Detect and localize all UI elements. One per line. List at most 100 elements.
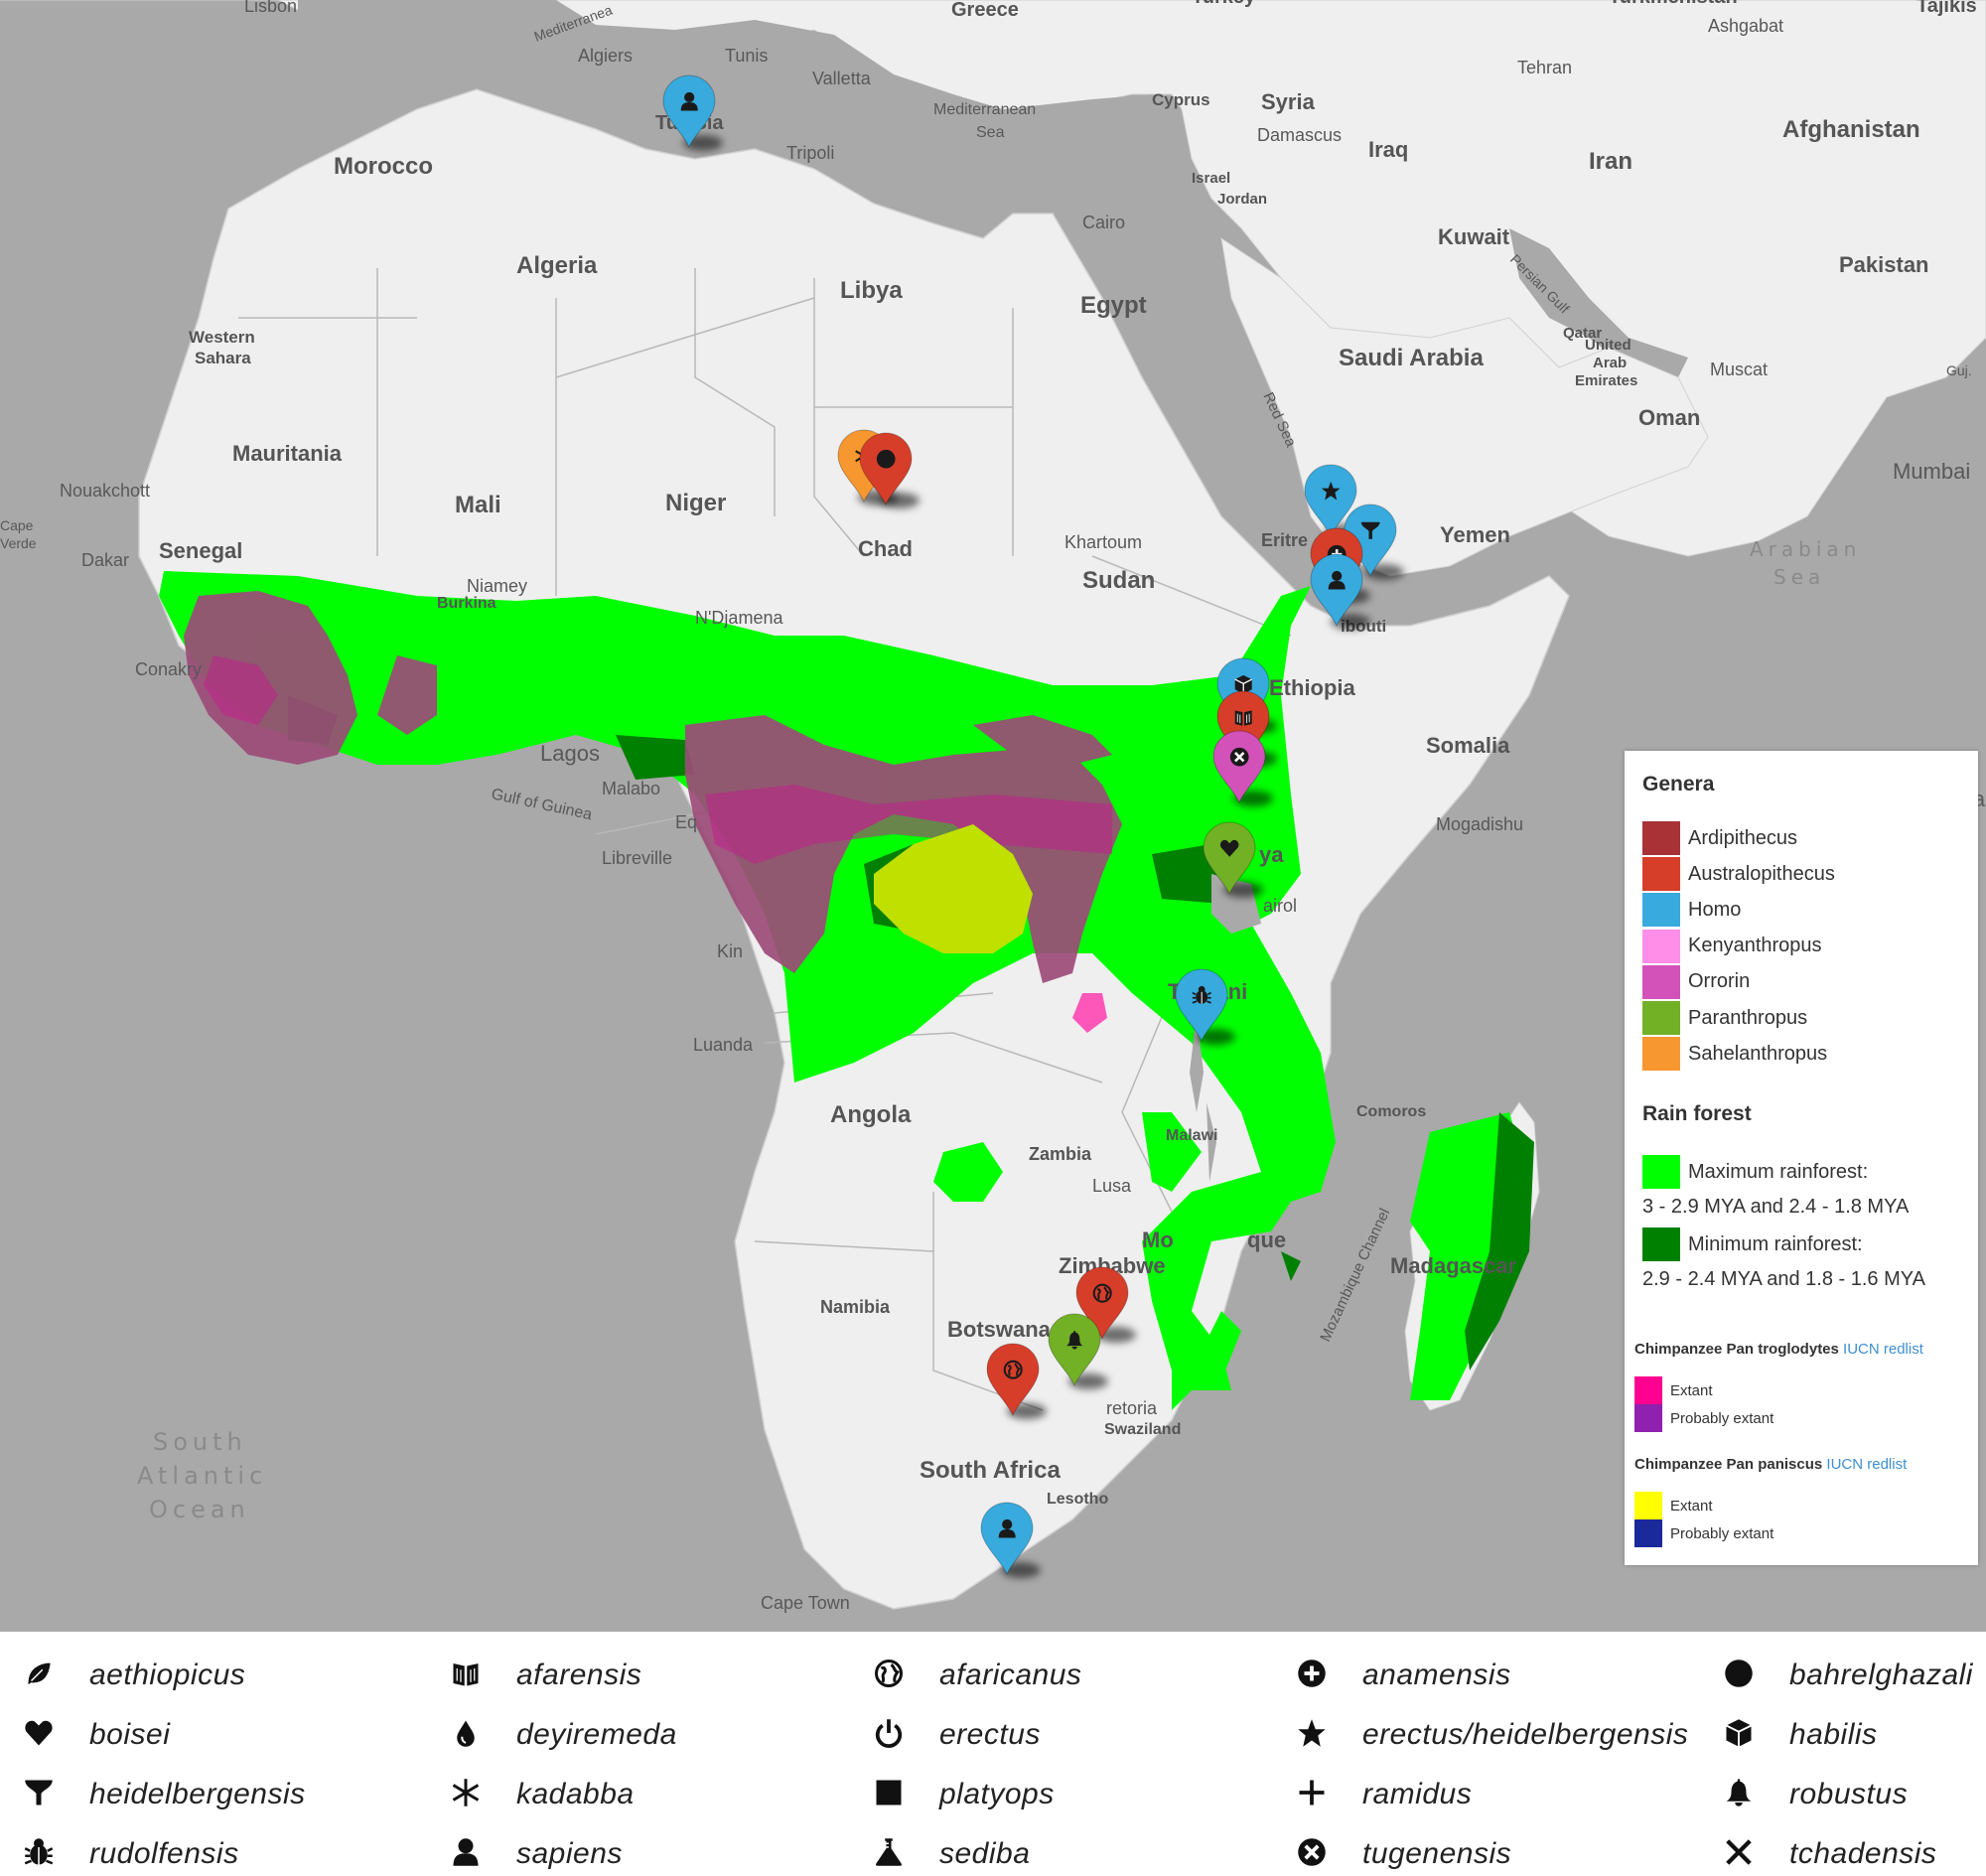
map-canvas[interactable]: Lisbon Greece Turkey Turkmenistan Tajiki… — [0, 0, 1986, 1632]
svg-text:Iraq: Iraq — [1368, 137, 1408, 162]
chimp-troglodytes-probably-swatch — [1634, 1404, 1662, 1432]
svg-text:Guj.: Guj. — [1946, 362, 1972, 378]
chimp-troglodytes-range — [184, 591, 1122, 983]
chimp-paniscus-redlist-link[interactable]: IUCN redlist — [1826, 1456, 1908, 1473]
site-marker-homo[interactable] — [980, 1502, 1041, 1578]
site-marker-homo[interactable] — [1310, 553, 1370, 630]
species-label: erectus/heidelbergensis — [1362, 1718, 1689, 1751]
genus-swatch — [1642, 1001, 1680, 1035]
site-marker-homo[interactable] — [662, 74, 723, 151]
svg-text:Mali: Mali — [455, 492, 501, 518]
marker-layer[interactable] — [662, 74, 1404, 1578]
genus-legend-kenyanthropus: Kenyanthropus — [1642, 928, 1822, 965]
svg-text:Namibia: Namibia — [820, 1297, 891, 1317]
species-label: afarensis — [516, 1659, 642, 1691]
svg-text:Zambia: Zambia — [1029, 1144, 1092, 1164]
chimp-paniscus-probably-legend: Probably extant — [1634, 1519, 1773, 1547]
genus-label: Australopithecus — [1688, 862, 1835, 885]
chimp-troglodytes-title-text: Chimpanzee Pan troglodytes — [1634, 1341, 1839, 1358]
svg-text:Syria: Syria — [1261, 89, 1316, 114]
rainforest-max-region — [1142, 1112, 1202, 1192]
star-icon — [1321, 481, 1341, 501]
species-label: habilis — [1789, 1718, 1878, 1751]
svg-text:Botswana: Botswana — [947, 1317, 1052, 1342]
svg-text:Chad: Chad — [858, 536, 913, 561]
svg-text:Madagascar: Madagascar — [1390, 1253, 1517, 1278]
genus-swatch — [1642, 929, 1680, 963]
genus-label: Paranthropus — [1688, 1006, 1808, 1029]
svg-text:Mogadishu: Mogadishu — [1436, 814, 1523, 834]
site-marker-homo[interactable] — [1175, 968, 1235, 1045]
svg-text:Sea: Sea — [976, 124, 1005, 141]
svg-text:Cyprus: Cyprus — [1152, 90, 1210, 109]
species-key-item: sapiens — [451, 1832, 623, 1876]
globe-icon — [1092, 1283, 1112, 1303]
species-label: robustus — [1789, 1778, 1909, 1810]
kenyanthropus-spot — [1072, 993, 1107, 1033]
heart-icon — [1219, 839, 1239, 857]
chimp-troglodytes-extant-swatch — [1634, 1376, 1662, 1404]
species-key-item: erectus — [874, 1713, 1041, 1757]
species-label: boisei — [89, 1718, 171, 1751]
book-icon — [451, 1659, 485, 1692]
svg-text:que: que — [1247, 1227, 1286, 1252]
svg-text:Cape Town: Cape Town — [761, 1593, 850, 1613]
species-key-item: habilis — [1724, 1713, 1878, 1757]
svg-text:Damascus: Damascus — [1257, 125, 1342, 145]
site-marker-paranthropus[interactable] — [1048, 1313, 1108, 1389]
times-icon — [1724, 1837, 1758, 1871]
heart-icon — [24, 1718, 58, 1752]
site-marker-paranthropus[interactable] — [1203, 821, 1263, 898]
site-marker-australopithecus[interactable] — [986, 1343, 1047, 1419]
site-marker-australopithecus[interactable] — [1075, 1266, 1136, 1343]
species-label: aethiopicus — [89, 1659, 246, 1691]
site-marker-homo[interactable] — [1344, 504, 1404, 580]
species-key-item: afaricanus — [874, 1654, 1081, 1697]
times-circle-icon — [1229, 747, 1249, 767]
svg-text:Conakry: Conakry — [135, 659, 202, 679]
svg-text:Libreville: Libreville — [602, 848, 672, 868]
svg-text:Turkmenistan: Turkmenistan — [1609, 0, 1738, 8]
svg-text:Mo: Mo — [1142, 1227, 1174, 1252]
map-view[interactable]: Lisbon Greece Turkey Turkmenistan Tajiki… — [0, 0, 1986, 1632]
genus-legend-homo: Homo — [1642, 891, 1741, 929]
svg-text:Comoros: Comoros — [1356, 1103, 1426, 1120]
svg-text:Mozambique Channel: Mozambique Channel — [1317, 1206, 1393, 1344]
circle-icon — [876, 449, 896, 469]
genus-legend-ardipithecus: Ardipithecus — [1642, 819, 1797, 857]
svg-text:Turkey: Turkey — [1192, 0, 1256, 8]
bug-icon — [24, 1837, 58, 1871]
svg-text:Jordan: Jordan — [1217, 191, 1267, 208]
species-key-item: anamensis — [1297, 1654, 1511, 1697]
site-marker-orrorin[interactable] — [1212, 730, 1273, 806]
species-label: ramidus — [1362, 1778, 1473, 1810]
species-label: deyiremeda — [516, 1718, 677, 1751]
chimp-troglodytes-redlist-link[interactable]: IUCN redlist — [1843, 1341, 1923, 1358]
site-marker-australopithecus[interactable] — [859, 432, 920, 508]
svg-text:Tajikis: Tajikis — [1916, 0, 1977, 17]
filter-icon — [1360, 521, 1380, 539]
genus-swatch — [1642, 821, 1680, 855]
svg-text:Morocco: Morocco — [334, 153, 433, 180]
species-label: rudolfensis — [89, 1837, 239, 1870]
persian-gulf — [1509, 228, 1688, 377]
svg-text:Gulf of Guinea: Gulf of Guinea — [490, 786, 594, 823]
svg-text:Eritre: Eritre — [1261, 530, 1308, 550]
species-key-item: afarensis — [451, 1654, 641, 1697]
svg-text:Luanda: Luanda — [693, 1035, 754, 1055]
bug-icon — [1192, 985, 1211, 1004]
svg-text:Lesotho: Lesotho — [1047, 1491, 1108, 1508]
species-key-item: ramidus — [1297, 1773, 1472, 1816]
svg-text:Verde: Verde — [0, 535, 37, 551]
chimp-paniscus-probably-label: Probably extant — [1670, 1524, 1774, 1542]
svg-text:Tehran: Tehran — [1517, 58, 1572, 77]
genus-legend-orrorin: Orrorin — [1642, 963, 1750, 1001]
genus-label: Kenyanthropus — [1688, 935, 1822, 957]
rainforest-max-region — [933, 1142, 1003, 1202]
svg-text:Swaziland: Swaziland — [1104, 1421, 1181, 1438]
rainforest-min-label: Minimum rainforest: — [1688, 1232, 1863, 1255]
svg-text:Israel: Israel — [1192, 170, 1230, 187]
svg-text:Lagos: Lagos — [540, 741, 600, 766]
map-legend: Genera Ardipithecus Australopithecus Homo K… — [1625, 751, 1978, 1565]
svg-text:Lusa: Lusa — [1092, 1176, 1132, 1196]
